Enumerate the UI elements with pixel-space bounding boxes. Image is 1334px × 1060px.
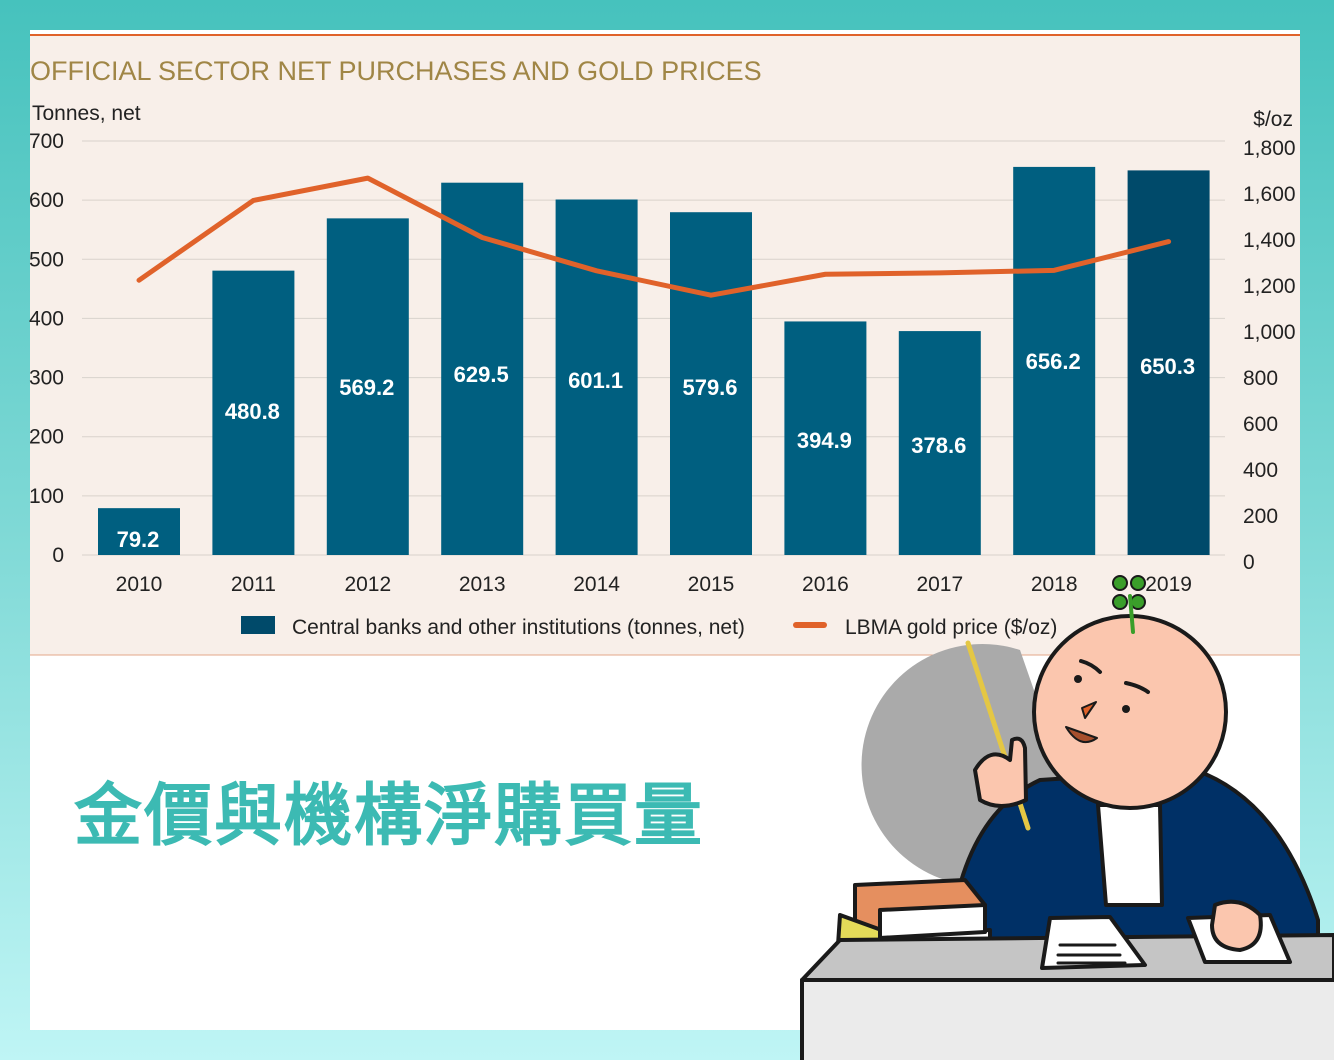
bar-value-label: 79.2 — [117, 527, 160, 552]
left-axis-label: Tonnes, net — [32, 102, 141, 125]
x-tick-label: 2010 — [116, 573, 163, 596]
right-tick-label: 0 — [1243, 551, 1255, 574]
left-tick-label: 400 — [29, 307, 64, 330]
left-tick-label: 600 — [29, 189, 64, 212]
chart-title: OFFICIAL SECTOR NET PURCHASES AND GOLD P… — [30, 56, 762, 86]
left-tick-label: 200 — [29, 426, 64, 449]
right-tick-label: 600 — [1243, 413, 1278, 436]
right-tick-label: 800 — [1243, 367, 1278, 390]
right-tick-label: 1,600 — [1243, 183, 1296, 206]
right-tick-label: 1,400 — [1243, 229, 1296, 252]
bar-2010 — [98, 508, 180, 555]
legend-swatch-line — [793, 622, 827, 628]
bar-2012 — [326, 218, 409, 555]
bar-value-label: 656.2 — [1026, 349, 1081, 374]
bar-2018 — [1013, 166, 1096, 555]
right-tick-label: 400 — [1243, 459, 1278, 482]
bar-2019 — [1127, 170, 1210, 556]
left-tick-label: 300 — [29, 367, 64, 390]
bar-value-label: 394.9 — [797, 428, 852, 453]
bar-value-label: 480.8 — [225, 399, 280, 424]
x-tick-label: 2017 — [916, 573, 963, 596]
x-tick-label: 2012 — [344, 573, 391, 596]
legend-label-line: LBMA gold price ($/oz) — [845, 616, 1057, 639]
x-tick-label: 2016 — [802, 573, 849, 596]
bar-2016 — [784, 321, 867, 555]
bar-value-label: 569.2 — [339, 375, 394, 400]
bar-value-label: 650.3 — [1140, 354, 1195, 379]
left-tick-label: 100 — [29, 485, 64, 508]
right-tick-label: 1,200 — [1243, 275, 1296, 298]
bar-value-label: 601.1 — [568, 368, 623, 393]
x-tick-label: 2013 — [459, 573, 506, 596]
x-tick-label: 2019 — [1145, 573, 1192, 596]
x-tick-label: 2015 — [688, 573, 735, 596]
bar-2014 — [555, 199, 638, 555]
left-tick-label: 500 — [29, 248, 64, 271]
legend: Central banks and other institutions (to… — [241, 616, 1057, 639]
bar-2015 — [670, 212, 752, 555]
legend-swatch-bars — [241, 616, 275, 634]
x-tick-label: 2011 — [231, 573, 276, 596]
bar-2017 — [898, 331, 981, 555]
left-tick-label: 700 — [29, 130, 64, 153]
bar-value-label: 378.6 — [911, 433, 966, 458]
right-tick-label: 200 — [1243, 505, 1278, 528]
right-tick-label: 1,000 — [1243, 321, 1296, 344]
x-tick-label: 2018 — [1031, 573, 1078, 596]
legend-label-bars: Central banks and other institutions (to… — [292, 616, 745, 639]
gold-price-line — [136, 175, 1172, 298]
chinese-caption: 金價與機構淨購買量 — [74, 777, 705, 856]
left-tick-label: 0 — [52, 544, 64, 567]
right-axis-label: $/oz — [1253, 108, 1293, 131]
x-tick-label: 2014 — [573, 573, 620, 596]
right-tick-label: 1,800 — [1243, 137, 1296, 160]
bar-value-label: 579.6 — [682, 375, 737, 400]
bar-2011 — [212, 270, 295, 555]
bar-value-label: 629.5 — [454, 362, 509, 387]
student-illustration — [800, 575, 1334, 1060]
